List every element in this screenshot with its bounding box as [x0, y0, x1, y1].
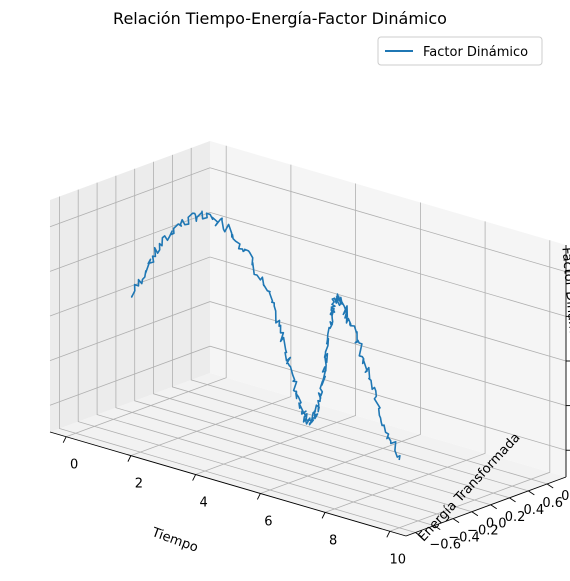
- x-axis-label: Tiempo: [149, 525, 200, 556]
- y-gridline: [134, 168, 491, 506]
- y-tick-label: 0.4: [524, 503, 545, 518]
- y-gridline: [190, 147, 548, 485]
- y-tick-label: 0.6: [542, 496, 563, 511]
- x-tick-mark: [192, 474, 197, 481]
- x-tick-mark: [127, 455, 132, 462]
- series-layer: [130, 210, 401, 461]
- y-tick-mark: [471, 511, 479, 517]
- y-tick-label: −0.6: [429, 538, 461, 553]
- legend: Factor Dinámico: [377, 36, 543, 66]
- x-tick-mark: [321, 512, 326, 519]
- x-tick-label: 8: [329, 533, 337, 548]
- x-tick-label: 2: [135, 477, 143, 492]
- y-gridline: [153, 161, 510, 499]
- x-tick-label: 4: [199, 496, 207, 511]
- y-tick-mark: [546, 483, 554, 489]
- y-tick-label: −0.2: [467, 524, 499, 539]
- x-gridline: [260, 202, 421, 494]
- chart-title: Relación Tiempo-Energía-Factor Dinámico: [113, 9, 447, 28]
- x-tick-mark: [386, 531, 391, 538]
- z-axis-label: Factor Dinámico: [558, 247, 570, 353]
- y-axis-line: [405, 476, 567, 537]
- y-tick-label: 0.0: [486, 517, 507, 532]
- y-tick-mark: [490, 504, 497, 510]
- x-axis-line: [49, 431, 407, 537]
- x-tick-label: 10: [390, 552, 407, 567]
- z-gridline: [49, 345, 567, 451]
- y-tick-mark: [433, 525, 441, 530]
- gridlines: [49, 145, 567, 533]
- x-gridline: [324, 221, 486, 513]
- x-tick-mark: [256, 493, 261, 500]
- x-tick-label: 0: [70, 458, 78, 473]
- tick-labels: 0246810−0.6−0.4−0.20.00.20.40.60.8−1.0−0…: [70, 458, 570, 568]
- legend-entry-label: Factor Dinámico: [423, 45, 528, 60]
- y-tick-mark: [528, 490, 535, 496]
- y-tick-label: 0.2: [505, 510, 526, 525]
- x-tick-label: 6: [264, 514, 272, 529]
- y-gridline: [115, 175, 473, 513]
- y-tick-mark: [509, 497, 516, 503]
- y-gridline: [96, 182, 454, 519]
- z-gridline: [49, 256, 567, 362]
- x-gridline: [130, 164, 292, 456]
- z-gridline: [49, 301, 567, 406]
- z-gridline: [49, 167, 567, 273]
- y-tick-mark: [452, 518, 460, 524]
- y-gridline: [77, 189, 435, 526]
- y-tick-mark: [415, 532, 422, 537]
- y-tick-label: −0.4: [448, 531, 480, 546]
- y-tick-label: 0.8: [561, 489, 570, 504]
- x-gridline: [389, 240, 551, 532]
- legend-box: [377, 36, 543, 66]
- y-gridline: [59, 196, 416, 533]
- x-tick-mark: [62, 436, 67, 443]
- z-gridline: [49, 211, 567, 317]
- series-line-factor-dinamico: [130, 210, 401, 461]
- x-gridline: [66, 145, 227, 438]
- x-gridline: [195, 183, 357, 475]
- axis-lines: [49, 245, 570, 538]
